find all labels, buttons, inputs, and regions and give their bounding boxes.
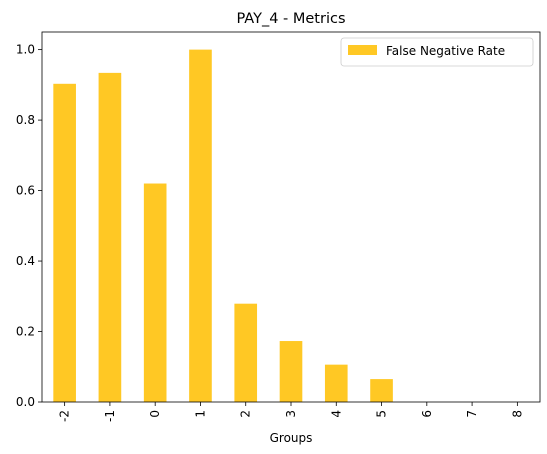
y-tick-label: 0.0 (16, 395, 35, 409)
bar-4 (324, 364, 348, 402)
x-tick-label: 7 (465, 410, 479, 418)
x-tick-label: 4 (329, 410, 343, 418)
x-tick-label: 1 (193, 410, 207, 418)
bar-0 (143, 183, 167, 402)
legend-frame (340, 37, 534, 67)
x-tick-label: 8 (510, 410, 524, 418)
legend-label: False Negative Rate (386, 44, 505, 58)
bar-2 (234, 303, 258, 402)
x-tick-label: 6 (420, 410, 434, 418)
bar-3 (279, 341, 303, 402)
x-tick-label: 3 (284, 410, 298, 418)
bar--2 (53, 83, 76, 403)
x-tick-label: -1 (103, 410, 117, 422)
y-tick-label: 0.6 (16, 184, 35, 198)
plot-frame (41, 31, 541, 403)
y-tick-label: 0.4 (16, 254, 35, 268)
y-tick-label: 1.0 (16, 43, 35, 57)
legend: False Negative Rate (340, 37, 534, 67)
x-tick-label: 0 (148, 410, 162, 418)
x-tick-label: -2 (58, 410, 72, 422)
chart-title: PAY_4 - Metrics (236, 11, 345, 27)
bar-1 (189, 49, 212, 402)
bar-5 (370, 379, 393, 402)
x-axis: -2 -1 0 1 2 3 4 5 6 7 8 (58, 402, 524, 422)
bar--1 (98, 72, 122, 402)
y-axis: 0.0 0.2 0.4 0.6 0.8 1.0 (16, 43, 42, 409)
x-tick-label: 5 (375, 410, 389, 418)
y-tick-label: 0.8 (16, 113, 35, 127)
x-axis-label: Groups (270, 431, 313, 445)
y-tick-label: 0.2 (16, 325, 35, 339)
legend-swatch (348, 45, 377, 55)
x-tick-label: 2 (239, 410, 253, 418)
bars-group (53, 49, 393, 403)
